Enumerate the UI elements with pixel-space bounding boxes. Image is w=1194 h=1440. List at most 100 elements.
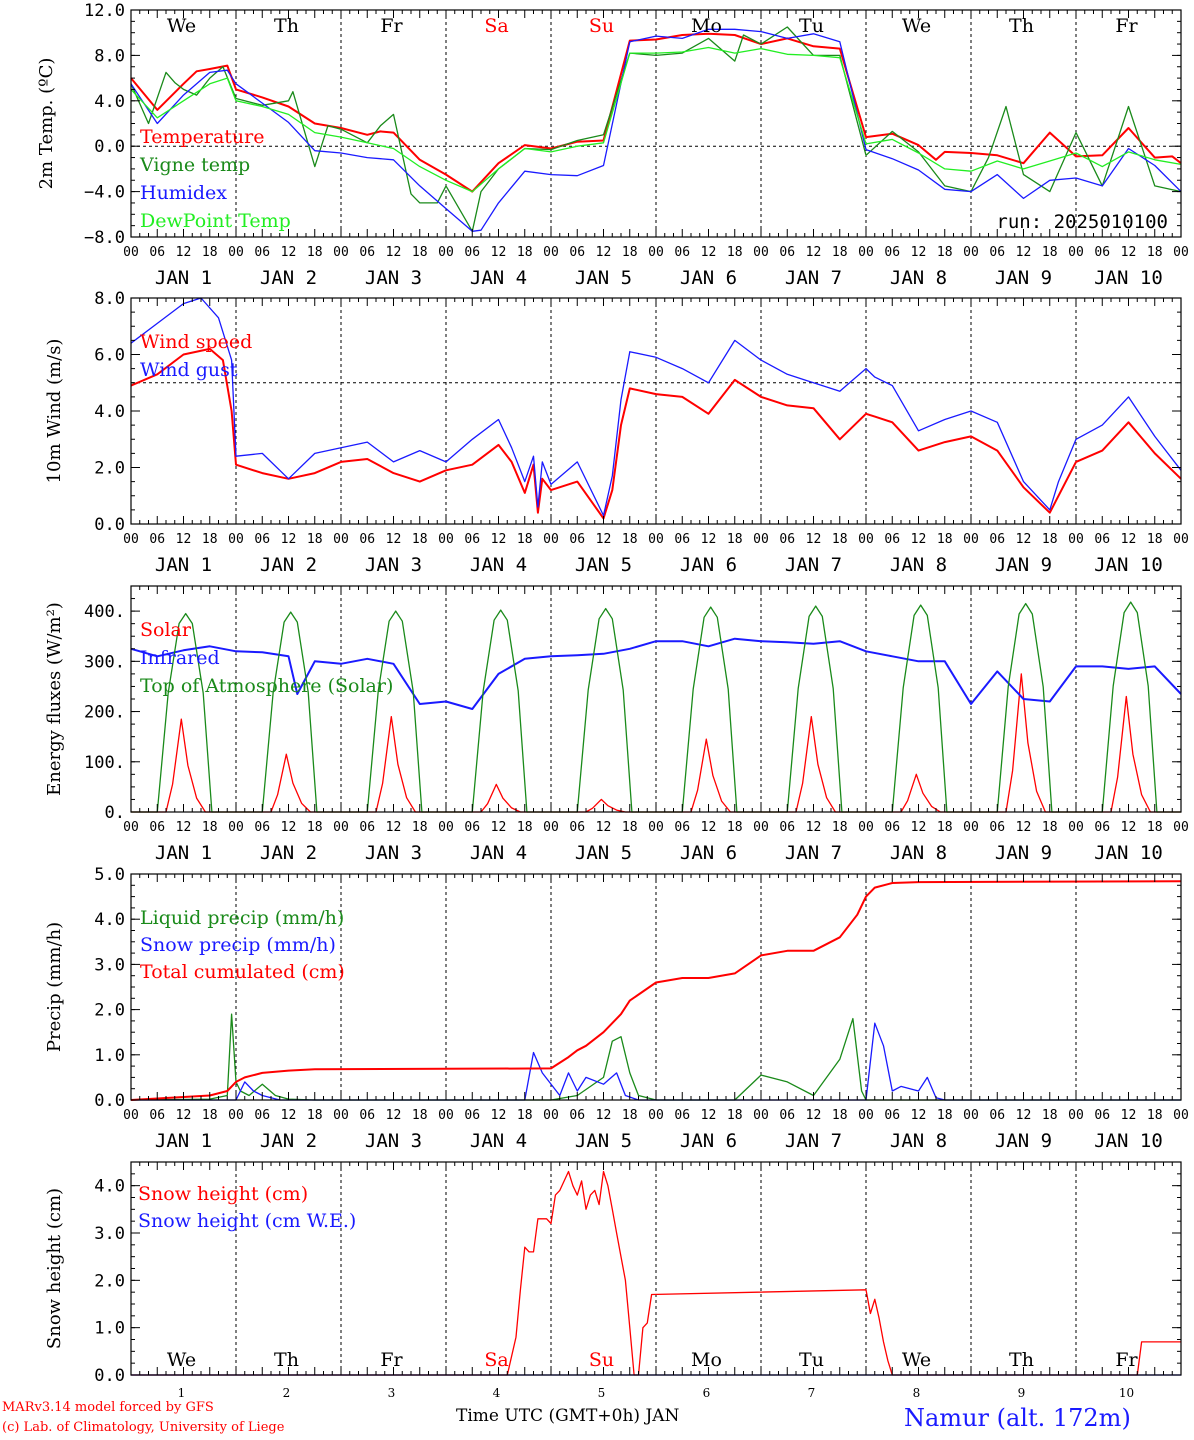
hour-tick-label: 00 (648, 1108, 664, 1123)
y-tick-label: 3.0 (94, 955, 125, 975)
credit-line-1: MARv3.14 model forced by GFS (2, 1400, 214, 1415)
hour-tick-label: 18 (517, 1108, 533, 1123)
hour-tick-label: 00 (543, 820, 559, 835)
date-label: JAN 10 (1094, 842, 1163, 864)
series-line (130, 28, 1182, 232)
hour-tick-label: 12 (1121, 245, 1137, 260)
legend-label: Liquid precip (mm/h) (140, 907, 344, 929)
date-label: JAN 9 (995, 554, 1052, 576)
hour-tick-label: 18 (937, 245, 953, 260)
hour-tick-label: 00 (753, 820, 769, 835)
hour-tick-label: 00 (963, 532, 979, 547)
date-label: JAN 7 (785, 1130, 842, 1152)
hour-tick-label: 18 (412, 245, 428, 260)
hour-tick-label: 12 (596, 820, 612, 835)
y-tick-label: 0.0 (94, 1366, 125, 1386)
hour-tick-label: 12 (911, 245, 927, 260)
hour-tick-label: 06 (779, 820, 795, 835)
hour-tick-label: 06 (569, 1108, 585, 1123)
day-number-label: 4 (493, 1386, 501, 1400)
y-tick-label: 5.0 (94, 865, 125, 885)
date-label: JAN 2 (260, 267, 317, 289)
day-number-label: 8 (913, 1386, 921, 1400)
y-tick-label: 1.0 (94, 1319, 125, 1339)
date-label: JAN 7 (785, 267, 842, 289)
date-label: JAN 5 (575, 1130, 632, 1152)
credit-line-2: (c) Lab. of Climatology, University of L… (2, 1420, 285, 1435)
hour-tick-label: 12 (1121, 1108, 1137, 1123)
hour-tick-label: 00 (753, 245, 769, 260)
hour-tick-label: 06 (1094, 820, 1110, 835)
weekday-label: We (167, 15, 196, 37)
hour-tick-label: 18 (412, 1108, 428, 1123)
y-tick-label: 4.0 (94, 1177, 125, 1197)
hour-tick-label: 00 (963, 820, 979, 835)
date-label: JAN 8 (890, 267, 947, 289)
day-number-label: 3 (388, 1386, 396, 1400)
hour-tick-label: 18 (622, 532, 638, 547)
series-line (130, 347, 1182, 520)
y-tick-label: −8.0 (84, 228, 125, 248)
hour-tick-label: 00 (648, 820, 664, 835)
hour-tick-label: 18 (307, 1108, 323, 1123)
hour-tick-label: 06 (359, 1108, 375, 1123)
weekday-label: Fr (380, 1349, 403, 1371)
date-label: JAN 5 (575, 842, 632, 864)
y-tick-label: 300. (84, 652, 125, 672)
hour-tick-label: 06 (989, 820, 1005, 835)
hour-tick-label: 00 (1173, 532, 1189, 547)
hour-tick-label: 12 (701, 1108, 717, 1123)
weekday-label: Th (1009, 1349, 1034, 1371)
hour-tick-label: 18 (622, 1108, 638, 1123)
date-label: JAN 5 (575, 267, 632, 289)
weekday-label: We (167, 1349, 196, 1371)
hour-tick-label: 00 (1068, 1108, 1084, 1123)
hour-tick-label: 00 (438, 532, 454, 547)
weekday-label: Tu (799, 1349, 824, 1371)
legend-label: Snow precip (mm/h) (140, 934, 336, 956)
weekday-label: We (902, 1349, 931, 1371)
date-label: JAN 8 (890, 554, 947, 576)
hour-tick-label: 06 (674, 532, 690, 547)
hour-tick-label: 18 (832, 1108, 848, 1123)
hour-tick-label: 06 (674, 1108, 690, 1123)
hour-tick-label: 06 (884, 820, 900, 835)
date-label: JAN 1 (155, 1130, 212, 1152)
hour-tick-label: 18 (1042, 1108, 1058, 1123)
y-tick-label: 12.0 (84, 1, 125, 21)
hour-tick-label: 00 (228, 820, 244, 835)
date-label: JAN 5 (575, 554, 632, 576)
hour-tick-label: 12 (491, 245, 507, 260)
hour-tick-label: 12 (386, 1108, 402, 1123)
y-tick-label: 200. (84, 703, 125, 723)
hour-tick-label: 18 (937, 532, 953, 547)
hour-tick-label: 12 (491, 820, 507, 835)
hour-tick-label: 06 (1094, 245, 1110, 260)
legend-label: Total cumulated (cm) (140, 961, 345, 983)
hour-tick-label: 12 (281, 1108, 297, 1123)
hour-tick-label: 18 (937, 820, 953, 835)
hour-tick-label: 00 (228, 532, 244, 547)
y-tick-label: 4.0 (94, 910, 125, 930)
y-tick-label: 3.0 (94, 1224, 125, 1244)
hour-tick-label: 12 (701, 532, 717, 547)
hour-tick-label: 18 (622, 245, 638, 260)
hour-tick-label: 12 (281, 820, 297, 835)
hour-tick-label: 06 (359, 532, 375, 547)
day-number-label: 10 (1119, 1386, 1134, 1400)
hour-tick-label: 00 (858, 1108, 874, 1123)
hour-tick-label: 12 (176, 1108, 192, 1123)
hour-tick-label: 18 (412, 532, 428, 547)
hour-tick-label: 12 (806, 820, 822, 835)
weekday-label: Su (589, 1349, 614, 1371)
date-label: JAN 4 (470, 1130, 527, 1152)
hour-tick-label: 18 (1042, 532, 1058, 547)
series-line (130, 637, 1182, 710)
y-tick-label: 8.0 (94, 46, 125, 66)
hour-tick-label: 18 (517, 532, 533, 547)
hour-tick-label: 18 (307, 532, 323, 547)
hour-tick-label: 00 (333, 532, 349, 547)
weekday-label: Tu (799, 15, 824, 37)
hour-tick-label: 12 (281, 245, 297, 260)
date-label: JAN 6 (680, 1130, 737, 1152)
